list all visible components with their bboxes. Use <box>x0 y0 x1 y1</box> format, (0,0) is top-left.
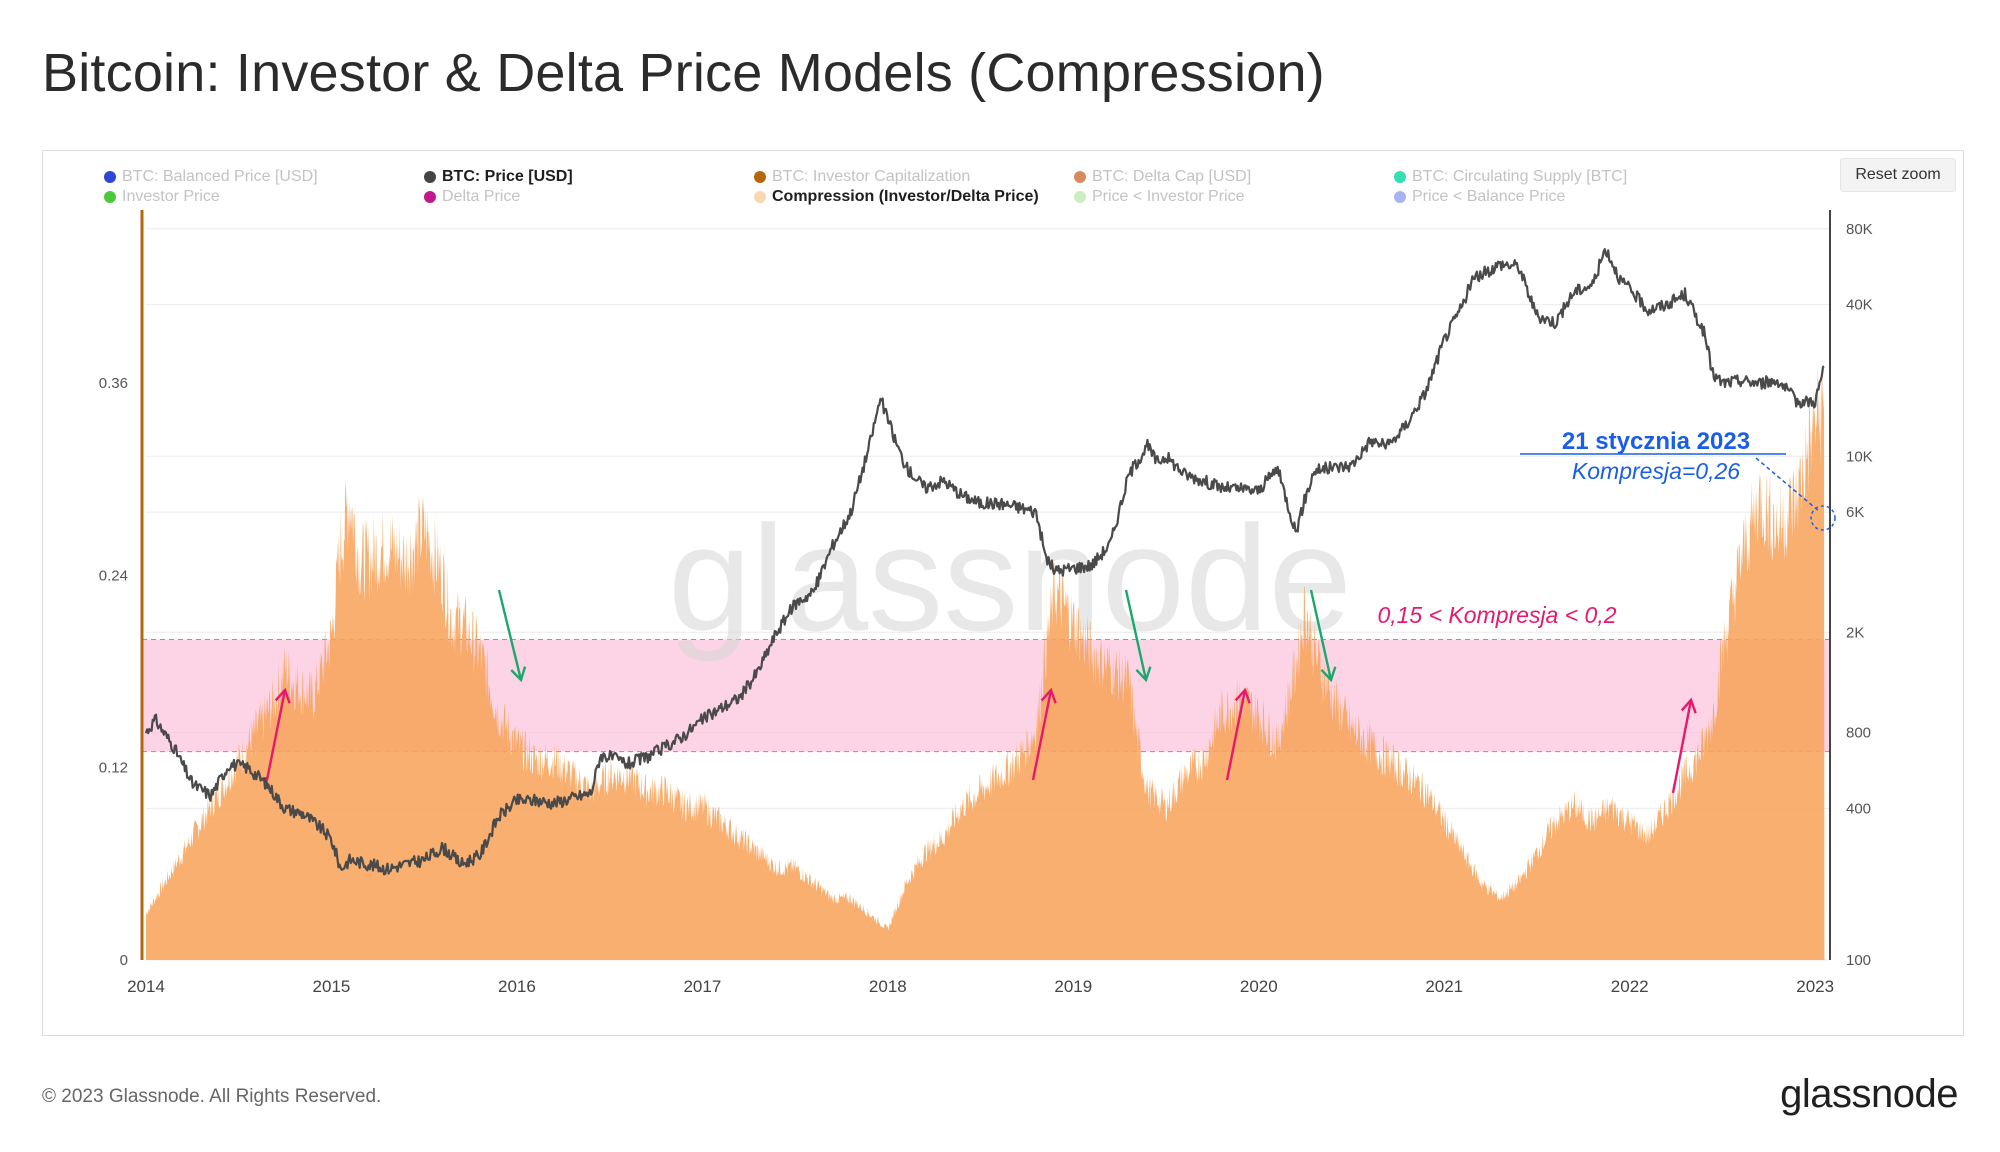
up-arrow-head <box>1680 697 1697 714</box>
x-tick-label: 2014 <box>127 977 165 996</box>
up-arrow-head <box>1234 687 1251 704</box>
up-arrow <box>265 689 287 781</box>
legend-dot-icon <box>424 191 436 203</box>
legend-item[interactable]: BTC: Price [USD] <box>424 168 573 186</box>
chart-legend: BTC: Balanced Price [USD] BTC: Price [USD… <box>104 168 1804 208</box>
legend-label: BTC: Delta Cap [USD] <box>1092 168 1252 185</box>
down-arrow-head <box>1135 666 1152 683</box>
y-right-tick-label: 6K <box>1846 504 1864 521</box>
legend-item[interactable]: Investor Price <box>104 188 220 206</box>
up-arrow <box>1671 699 1693 794</box>
y-right-tick-label: 80K <box>1846 221 1873 238</box>
y-left-tick-label: 0.12 <box>99 760 128 777</box>
up-arrow <box>1031 689 1053 781</box>
footer-logo: glassnode <box>1780 1072 1958 1116</box>
compression-area <box>146 365 1825 960</box>
up-arrow-head <box>274 687 291 704</box>
y-right-tick-label: 800 <box>1846 725 1871 742</box>
legend-label: Delta Price <box>442 188 521 205</box>
legend-dot-icon <box>104 191 116 203</box>
x-tick-label: 2021 <box>1425 977 1463 996</box>
legend-dot-icon <box>1074 191 1086 203</box>
legend-label: Price < Investor Price <box>1092 188 1245 205</box>
annotation-compression: Kompresja=0,26 <box>1572 458 1740 484</box>
legend-dot-icon <box>1074 171 1086 183</box>
reset-zoom-button[interactable]: Reset zoom <box>1840 158 1956 192</box>
annotation-circle <box>1810 505 1836 531</box>
legend-label: Price < Balance Price <box>1412 188 1566 205</box>
legend-dot-icon <box>754 191 766 203</box>
legend-item[interactable]: Delta Price <box>424 188 520 206</box>
x-tick-label: 2020 <box>1240 977 1278 996</box>
y-right-tick-label: 2K <box>1846 624 1864 641</box>
y-right-tick-label: 10K <box>1846 448 1873 465</box>
legend-dot-icon <box>1394 171 1406 183</box>
down-arrow <box>1309 589 1333 681</box>
x-tick-label: 2016 <box>498 977 536 996</box>
legend-item[interactable]: BTC: Circulating Supply [BTC] <box>1394 168 1627 186</box>
legend-item[interactable]: Compression (Investor/Delta Price) <box>754 188 1039 206</box>
y-right-tick-label: 400 <box>1846 800 1871 817</box>
footer-copyright: © 2023 Glassnode. All Rights Reserved. <box>42 1086 382 1107</box>
up-arrow <box>1225 689 1247 781</box>
legend-label: BTC: Circulating Supply [BTC] <box>1412 168 1628 185</box>
legend-dot-icon <box>424 171 436 183</box>
legend-label: BTC: Price [USD] <box>442 168 573 185</box>
legend-dot-icon <box>1394 191 1406 203</box>
down-arrow-head <box>1320 666 1337 683</box>
down-arrow <box>497 589 523 681</box>
legend-label: BTC: Investor Capitalization <box>772 168 971 185</box>
legend-item[interactable]: BTC: Balanced Price [USD] <box>104 168 318 186</box>
up-arrow-head <box>1040 687 1057 704</box>
y-right-tick-label: 40K <box>1846 297 1873 314</box>
legend-item[interactable]: Price < Balance Price <box>1394 188 1565 206</box>
legend-label: Investor Price <box>122 188 220 205</box>
x-tick-label: 2018 <box>869 977 907 996</box>
down-arrow-head <box>510 666 527 683</box>
x-tick-label: 2022 <box>1611 977 1649 996</box>
legend-label: BTC: Balanced Price [USD] <box>122 168 318 185</box>
legend-dot-icon <box>754 171 766 183</box>
y-right-tick-label: 100 <box>1846 952 1871 969</box>
page-title: Bitcoin: Investor & Delta Price Models (… <box>42 43 1325 103</box>
legend-label: Compression (Investor/Delta Price) <box>772 188 1039 205</box>
x-tick-label: 2019 <box>1054 977 1092 996</box>
watermark: glassnode <box>668 494 1352 662</box>
chart-frame <box>42 150 1964 1036</box>
y-left-tick-label: 0 <box>120 952 128 969</box>
annotation-band: 0,15 < Kompresja < 0,2 <box>1377 602 1616 628</box>
y-left-tick-label: 0.36 <box>99 375 128 392</box>
price-line <box>144 248 1825 876</box>
legend-item[interactable]: Price < Investor Price <box>1074 188 1245 206</box>
y-left-tick-label: 0.24 <box>99 567 128 584</box>
legend-item[interactable]: BTC: Delta Cap [USD] <box>1074 168 1251 186</box>
x-tick-label: 2023 <box>1796 977 1834 996</box>
x-tick-label: 2015 <box>313 977 351 996</box>
annotation-date: 21 stycznia 2023 <box>1562 428 1750 455</box>
legend-dot-icon <box>104 171 116 183</box>
legend-item[interactable]: BTC: Investor Capitalization <box>754 168 970 186</box>
x-tick-label: 2017 <box>683 977 721 996</box>
down-arrow <box>1124 589 1148 681</box>
